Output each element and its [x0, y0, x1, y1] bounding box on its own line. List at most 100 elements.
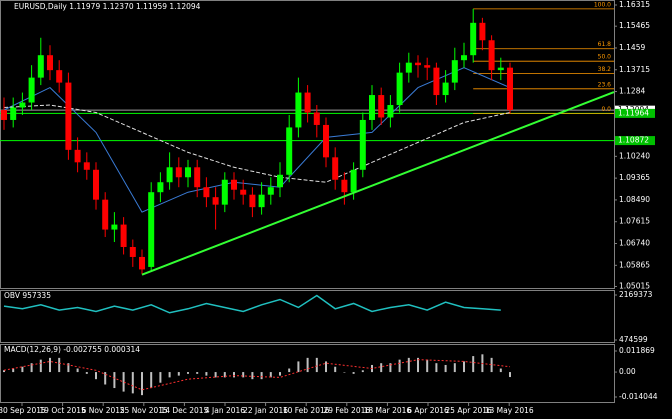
candle-body	[442, 82, 449, 96]
y-tick-label: 2169373	[619, 290, 653, 299]
y-tick-label: 1.1459	[619, 43, 645, 52]
candle-body	[65, 82, 72, 150]
candle-body	[387, 105, 394, 118]
candle-body	[424, 65, 431, 68]
x-tick-label: 6 Apr 2016	[407, 406, 449, 415]
candle-body	[507, 67, 513, 110]
macd-bar	[288, 368, 291, 373]
candle-body	[203, 187, 210, 198]
macd-bar	[168, 372, 171, 378]
macd-bar	[85, 372, 88, 374]
macd-bar	[417, 357, 419, 373]
macd-bar	[463, 361, 465, 373]
moving-average	[3, 104, 511, 183]
macd-bar	[279, 372, 281, 376]
obv-line	[3, 294, 501, 314]
fibo-label: 61.8	[598, 41, 612, 48]
macd-bar	[233, 372, 235, 378]
macd-bar	[113, 372, 116, 389]
candle-body	[157, 182, 164, 193]
candle-body	[185, 167, 191, 178]
y-tick-label: 1.13715	[619, 65, 650, 74]
candle-body	[212, 197, 219, 205]
candle-body	[175, 167, 182, 178]
macd-bar	[453, 363, 456, 373]
frames	[0, 0, 615, 403]
macd-bar	[352, 372, 355, 374]
macd-bar	[12, 368, 15, 373]
macd-bar	[334, 366, 337, 373]
candle-body	[111, 224, 118, 230]
y-tick-label: 0.00	[619, 367, 636, 376]
macd-bar	[39, 359, 42, 373]
candle-body	[277, 174, 283, 188]
macd-bar	[361, 370, 364, 373]
macd-bar	[297, 361, 300, 373]
candle-body	[139, 256, 145, 270]
y-tick-label: 1.05865	[619, 260, 650, 269]
macd-bar	[435, 363, 438, 373]
x-tick-label: 10 Feb 2016	[283, 406, 330, 415]
fibo-label: 50.0	[598, 54, 612, 61]
candle-body	[323, 124, 329, 158]
macd-bar	[187, 372, 189, 374]
y-tick-label: 1.08490	[619, 195, 650, 204]
macd-bar	[343, 372, 346, 373]
macd-bar	[426, 359, 429, 373]
candle-body	[470, 22, 477, 56]
macd-bar	[76, 368, 79, 373]
y-tick-label: 474599	[619, 335, 648, 344]
y-tick-label: 1.16315	[619, 0, 650, 9]
candle-body	[369, 95, 375, 120]
macd-bar	[315, 357, 318, 373]
candle-body	[148, 192, 155, 267]
y-tick-label: -0.014044	[619, 392, 658, 401]
macd-title: MACD(12,26,9) -0.002755 0.000314	[4, 345, 140, 354]
candle-body	[37, 55, 44, 78]
candle-body	[129, 246, 136, 257]
x-tick-label: 6 Nov 2015	[82, 406, 125, 415]
chart-title: EURUSD,Daily 1.11979 1.12370 1.11959 1.1…	[14, 2, 201, 11]
macd-bar	[122, 372, 125, 392]
candle-body	[194, 167, 201, 188]
candle-body	[341, 179, 348, 193]
macd-bar	[380, 363, 383, 373]
macd-bar	[223, 372, 226, 378]
moving-average	[3, 67, 511, 213]
candle-body	[497, 67, 504, 71]
price-label-box	[615, 136, 655, 146]
candle-body	[120, 224, 127, 247]
candle-body	[231, 179, 237, 190]
candle-body	[93, 169, 99, 200]
candle-body	[378, 95, 385, 118]
macd-bar	[205, 372, 208, 376]
candle-body	[249, 194, 256, 208]
macd-bar	[242, 372, 245, 378]
y-tick-label: 1.10240	[619, 151, 650, 160]
macd-bar	[58, 357, 61, 373]
x-tick-label: 25 Apr 2016	[445, 406, 492, 415]
macd-bar	[251, 372, 254, 380]
macd-bar	[3, 370, 5, 373]
candle-body	[350, 169, 357, 193]
candle-body	[451, 60, 458, 83]
y-tick-label: 1.09365	[619, 173, 650, 182]
candle-body	[28, 77, 35, 103]
candle-body	[83, 162, 90, 170]
macd-bar	[150, 372, 153, 389]
macd-bar	[260, 372, 263, 380]
y-tick-label: 1.1284	[619, 87, 645, 96]
x-tick-label: 13 May 2016	[485, 406, 534, 415]
macd-bar	[499, 368, 502, 373]
macd-bar	[104, 372, 107, 385]
macd-bar	[472, 356, 475, 373]
price-label-box	[615, 108, 655, 118]
fibo-label: 0.0	[601, 106, 611, 113]
obv-title: OBV 957335	[4, 291, 51, 300]
macd-bar	[269, 372, 272, 378]
macd-bar	[141, 372, 143, 396]
fibo-label: 100.0	[594, 1, 611, 8]
macd-bar	[389, 363, 392, 373]
macd-bar	[444, 364, 447, 373]
